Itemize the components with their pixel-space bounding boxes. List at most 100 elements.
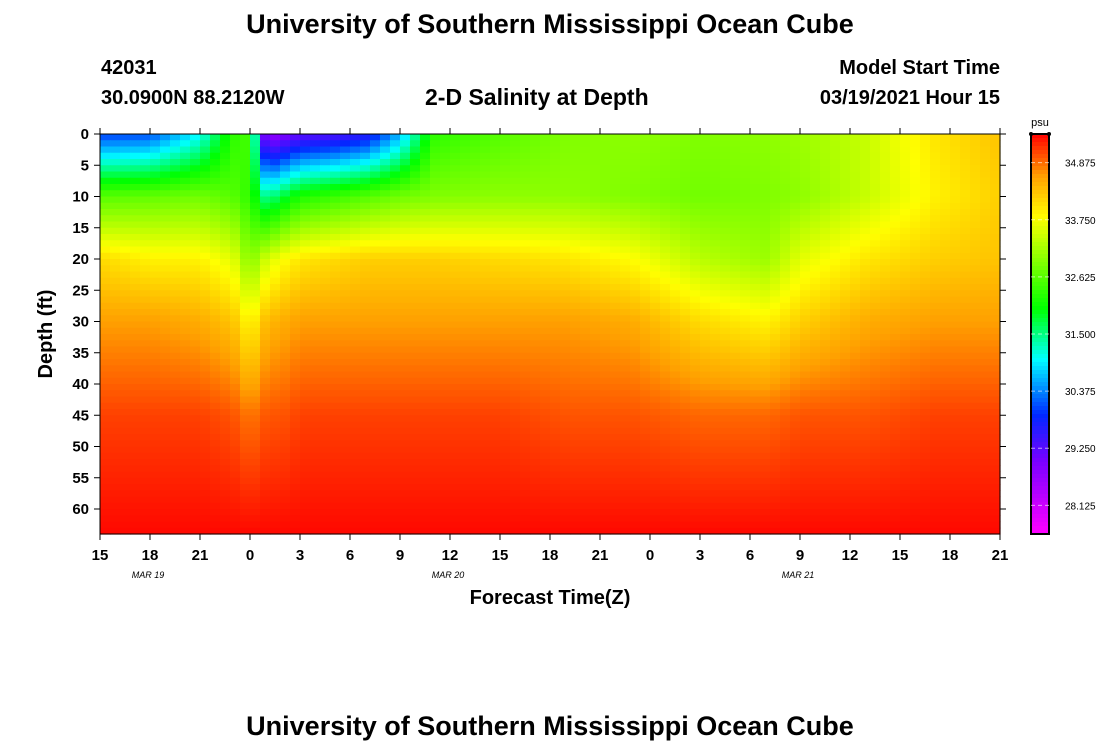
heatmap-cell [920, 277, 931, 285]
heatmap-cell [960, 140, 971, 148]
heatmap-cell [420, 459, 431, 466]
heatmap-cell [390, 152, 401, 160]
heatmap-cell [350, 215, 361, 223]
heatmap-cell [180, 352, 191, 360]
heatmap-cell [900, 421, 911, 429]
heatmap-cell [660, 259, 671, 266]
heatmap-cell [570, 452, 581, 460]
heatmap-cell [190, 165, 201, 173]
heatmap-cell [300, 365, 311, 373]
heatmap-cell [550, 215, 561, 223]
heatmap-cell [720, 377, 731, 385]
heatmap-cell [990, 415, 1001, 423]
heatmap-cell [370, 265, 381, 273]
heatmap-cell [480, 159, 491, 166]
heatmap-cell [730, 302, 741, 310]
heatmap-cell [630, 452, 641, 460]
heatmap-cell [690, 284, 701, 291]
heatmap-cell [530, 265, 541, 273]
heatmap-cell [660, 421, 671, 429]
heatmap-cell [880, 302, 891, 310]
heatmap-cell [410, 371, 421, 379]
heatmap-cell [600, 327, 611, 335]
heatmap-cell [800, 209, 811, 216]
heatmap-cell [760, 165, 771, 173]
heatmap-cell [160, 196, 171, 204]
heatmap-cell [280, 459, 291, 466]
heatmap-cell [870, 290, 881, 298]
heatmap-cell [280, 246, 291, 254]
heatmap-cell [930, 165, 941, 173]
heatmap-cell [720, 434, 731, 441]
heatmap-cell [240, 152, 251, 160]
heatmap-cell [890, 271, 901, 279]
heatmap-cell [390, 259, 401, 266]
heatmap-cell [410, 221, 421, 229]
heatmap-cell [180, 165, 191, 173]
heatmap-cell [750, 371, 761, 379]
heatmap-cell [340, 446, 351, 454]
heatmap-cell [300, 240, 311, 248]
heatmap-cell [500, 352, 511, 360]
heatmap-cell [460, 134, 471, 141]
heatmap-cell [610, 140, 621, 148]
heatmap-cell [200, 221, 211, 229]
heatmap-cell [250, 284, 261, 291]
heatmap-cell [460, 165, 471, 173]
heatmap-cell [280, 427, 291, 435]
heatmap-cell [150, 446, 161, 454]
heatmap-cell [960, 271, 971, 279]
heatmap-cell [260, 152, 271, 160]
heatmap-cell [810, 271, 821, 279]
heatmap-cell [500, 402, 511, 410]
heatmap-cell [550, 152, 561, 160]
heatmap-cell [970, 290, 981, 298]
heatmap-cell [870, 327, 881, 335]
heatmap-cell [980, 334, 991, 341]
heatmap-cell [760, 384, 771, 391]
heatmap-cell [520, 277, 531, 285]
heatmap-cell [520, 177, 531, 185]
heatmap-cell [820, 459, 831, 466]
heatmap-cell [470, 427, 481, 435]
heatmap-cell [710, 196, 721, 204]
heatmap-cell [150, 252, 161, 260]
heatmap-cell [940, 402, 951, 410]
heatmap-cell [720, 171, 731, 179]
heatmap-cell [390, 234, 401, 241]
heatmap-cell [490, 327, 501, 335]
heatmap-cell [150, 477, 161, 485]
heatmap-cell [960, 359, 971, 366]
heatmap-cell [920, 152, 931, 160]
heatmap-cell [130, 334, 141, 341]
heatmap-cell [490, 446, 501, 454]
heatmap-cell [370, 234, 381, 241]
heatmap-cell [720, 252, 731, 260]
heatmap-cell [590, 134, 601, 141]
heatmap-cell [750, 196, 761, 204]
heatmap-cell [470, 134, 481, 141]
heatmap-cell [910, 371, 921, 379]
heatmap-cell [150, 190, 161, 198]
heatmap-cell [970, 227, 981, 235]
heatmap-cell [650, 184, 661, 191]
heatmap-cell [780, 459, 791, 466]
heatmap-cell [930, 221, 941, 229]
heatmap-cell [170, 440, 181, 448]
heatmap-cell [960, 246, 971, 254]
heatmap-cell [480, 259, 491, 266]
heatmap-cell [230, 402, 241, 410]
heatmap-cell [510, 290, 521, 298]
heatmap-cell [970, 140, 981, 148]
heatmap-cell [100, 284, 111, 291]
heatmap-cell [940, 321, 951, 329]
heatmap-cell [330, 427, 341, 435]
heatmap-cell [760, 146, 771, 154]
heatmap-cell [370, 371, 381, 379]
heatmap-cell [690, 265, 701, 273]
heatmap-cell [640, 221, 651, 229]
heatmap-cell [810, 190, 821, 198]
heatmap-cell [170, 396, 181, 404]
heatmap-cell [630, 165, 641, 173]
heatmap-cell [460, 302, 471, 310]
